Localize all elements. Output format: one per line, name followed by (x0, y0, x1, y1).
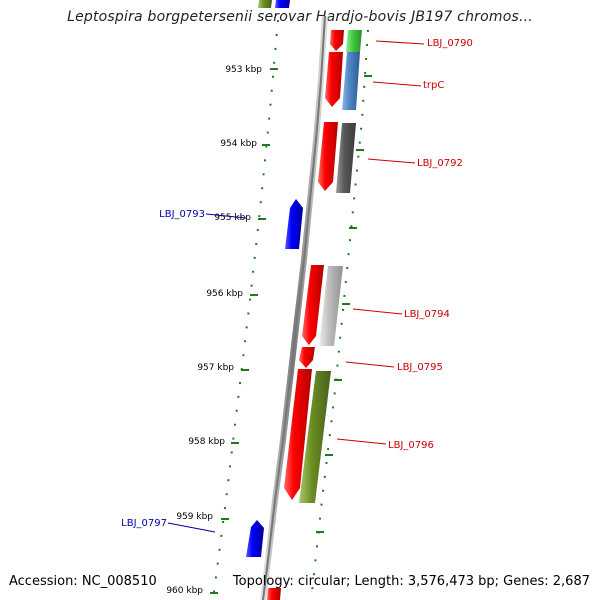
gene-label[interactable]: LBJ_0794 (404, 309, 450, 320)
gene-label[interactable]: LBJ_0797 (121, 518, 167, 529)
cog-bar (299, 371, 331, 503)
topology-text: Topology: circular; Length: 3,576,473 bp… (232, 574, 590, 589)
scale-tick-label: 954 kbp (220, 139, 257, 149)
scale-tick-label: 957 kbp (197, 363, 234, 373)
scale-tick-label: 958 kbp (188, 437, 225, 447)
plus-strand-labels: LBJ_0790 trpC LBJ_0792 LBJ_0794 LBJ_0795… (336, 38, 473, 451)
cog-bar (346, 30, 362, 52)
accession-text: Accession: NC_008510 (9, 574, 157, 589)
gene-LBJ_0793[interactable] (285, 199, 303, 249)
forward-cds-arrow (318, 122, 338, 191)
gene-label[interactable]: LBJ_0793 (159, 209, 205, 220)
gene-LBJ_0796[interactable] (284, 369, 331, 503)
cog-bar (319, 266, 343, 346)
top-blue-feature (275, 0, 290, 8)
minus-strand-labels: LBJ_0793 LBJ_0797 (121, 209, 247, 533)
cog-bar (342, 52, 360, 110)
forward-cds-arrow (325, 52, 343, 107)
scale-tick-label: 956 kbp (206, 289, 243, 299)
gene-label[interactable]: LBJ_0792 (417, 158, 463, 169)
gene-trpC[interactable] (325, 52, 360, 110)
forward-cds-arrow (299, 347, 315, 368)
scale-tick-label: 959 kbp (176, 512, 213, 522)
scale-tick-label: 953 kbp (225, 65, 262, 75)
scale-tick-label: 955 kbp (214, 213, 251, 223)
gene-LBJ_0795[interactable] (299, 347, 315, 368)
dotted-track-left (213, 19, 279, 593)
backbone-axis-core (262, 15, 326, 600)
right-track-ticks (316, 75, 372, 533)
gene-label[interactable]: trpC (423, 80, 444, 91)
scale-tick-label: 960 kbp (166, 586, 203, 596)
gene-LBJ_0797[interactable] (246, 520, 264, 557)
top-olive-feature (258, 0, 272, 8)
gene-label[interactable]: LBJ_0796 (388, 440, 434, 451)
cog-bar (336, 123, 356, 193)
map-title: Leptospira borgpetersenii serovar Hardjo… (67, 9, 533, 25)
kbp-scale: 953 kbp 954 kbp 955 kbp 956 kbp 957 kbp … (166, 65, 278, 596)
forward-cds-arrow (284, 369, 312, 500)
forward-cds-arrow (302, 265, 324, 345)
gene-LBJ_0790[interactable] (330, 30, 362, 52)
reverse-cds-arrow (246, 520, 264, 557)
gene-label[interactable]: LBJ_0795 (397, 362, 443, 373)
forward-cds-arrow (330, 30, 344, 51)
gene-LBJ_0794[interactable] (302, 265, 343, 346)
bottom-red-feature (267, 588, 281, 600)
gene-LBJ_0792[interactable] (318, 122, 356, 193)
reverse-cds-arrow (285, 199, 303, 249)
gene-label[interactable]: LBJ_0790 (427, 38, 473, 49)
